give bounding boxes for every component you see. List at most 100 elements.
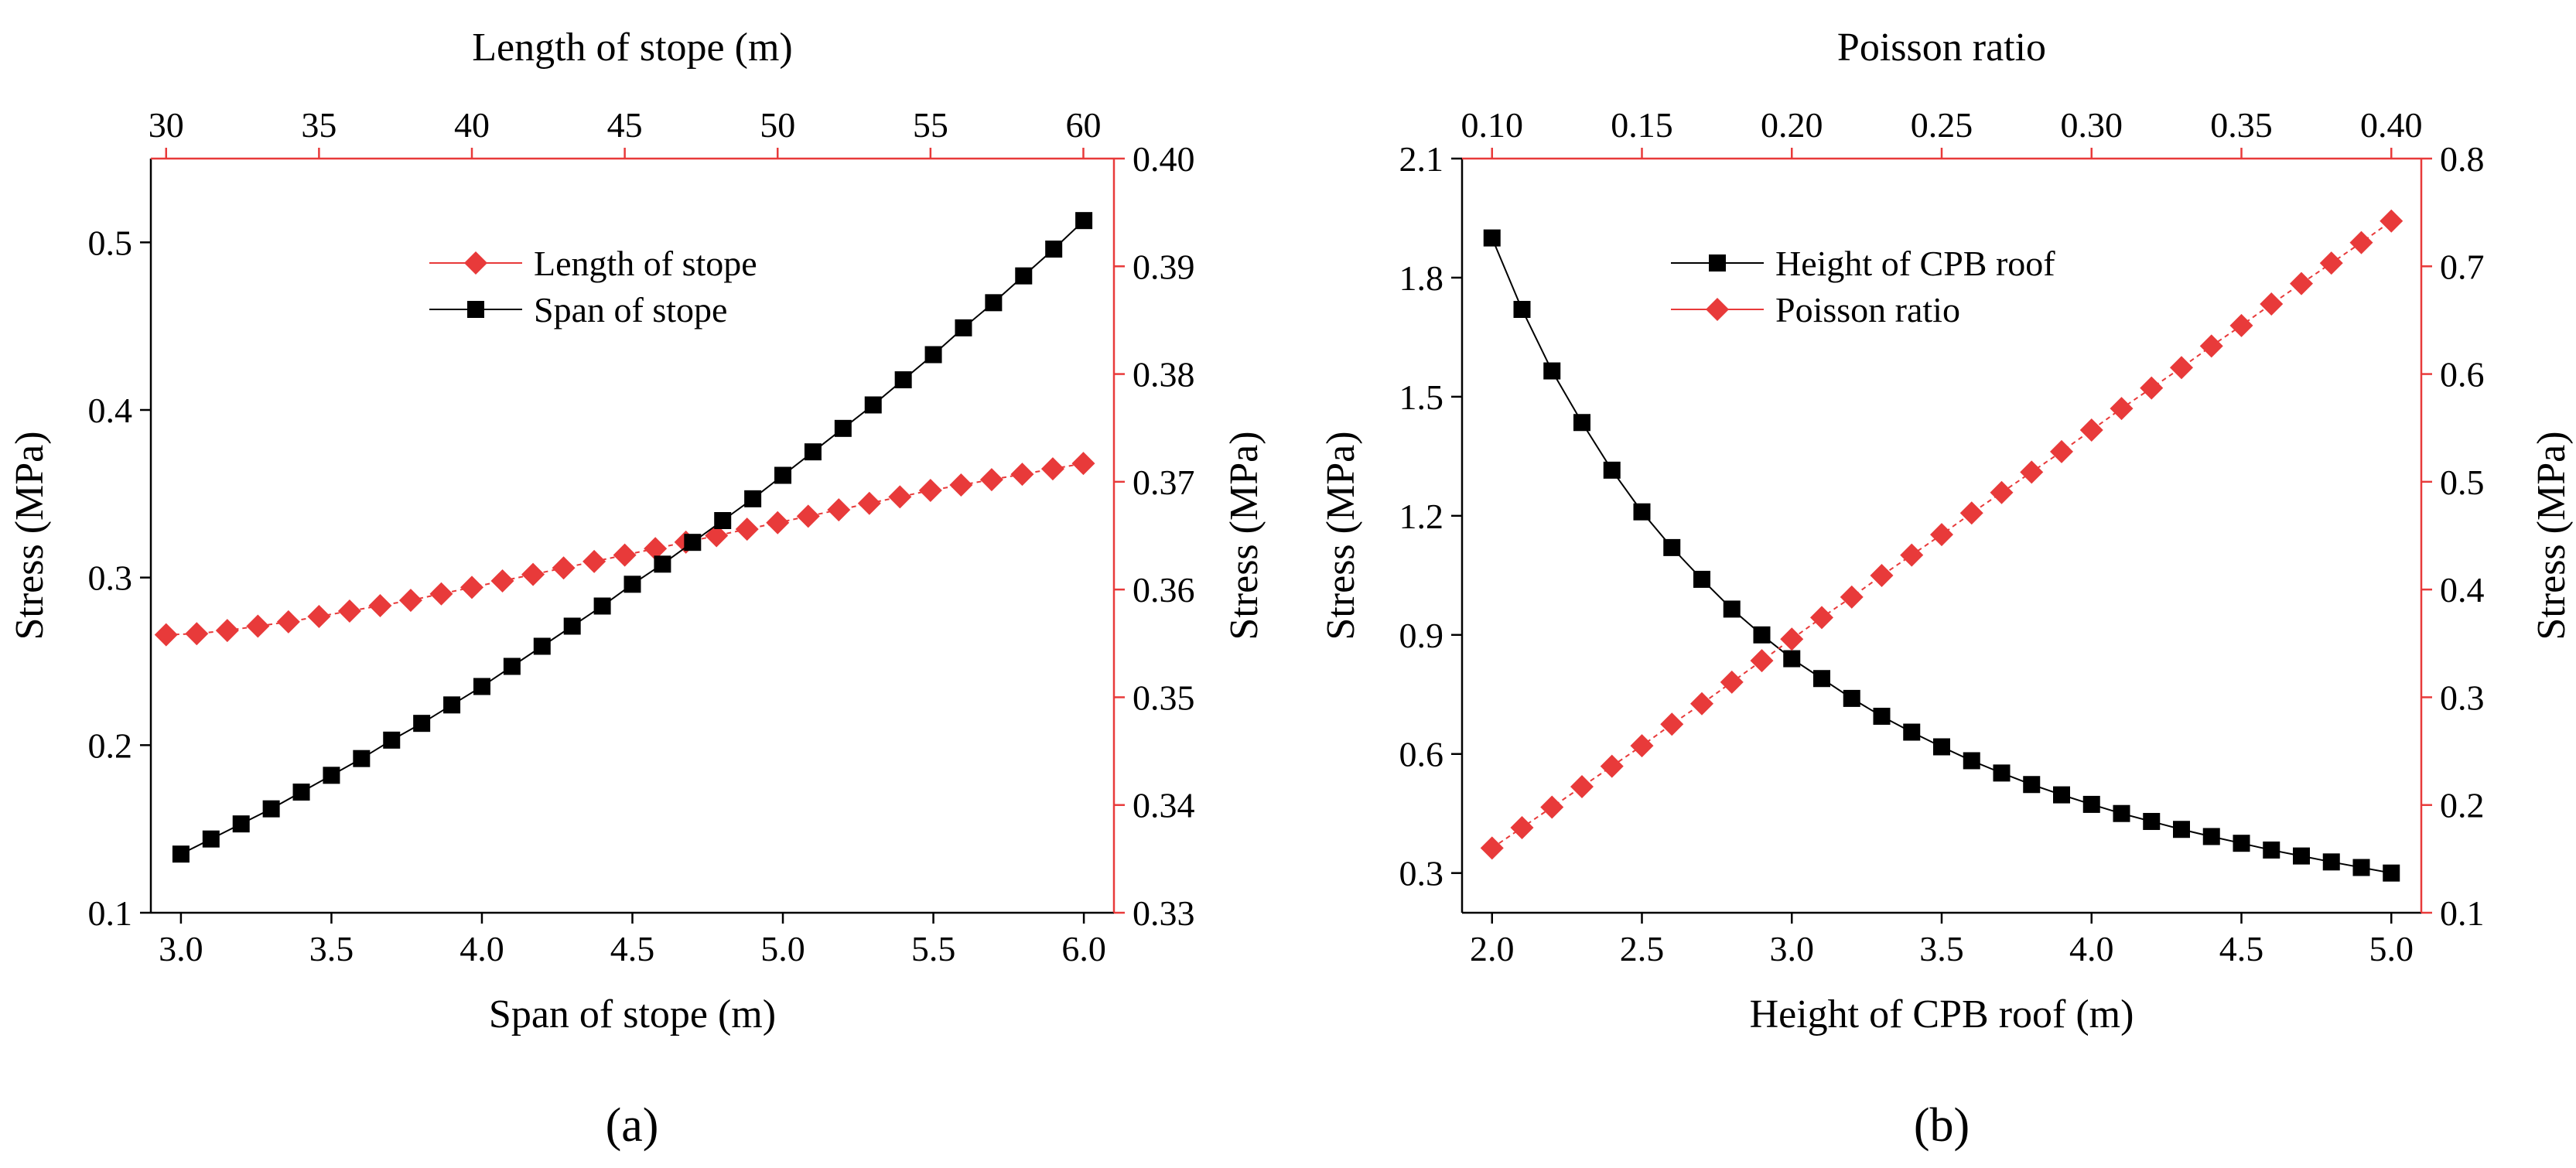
data-point-span-of-stope [714, 512, 732, 529]
data-point-span-of-stope [443, 696, 461, 714]
data-point-poisson-ratio [2020, 460, 2044, 484]
legend-marker-square [467, 301, 484, 318]
data-point-height-of-cpb-roof [1693, 570, 1710, 588]
data-point-height-of-cpb-roof [2263, 841, 2280, 859]
data-point-span-of-stope [353, 750, 371, 767]
data-point-poisson-ratio [2319, 251, 2343, 275]
data-point-length-of-stope [398, 589, 422, 613]
legend-marker-diamond [1706, 298, 1729, 321]
data-point-span-of-stope [1015, 267, 1033, 285]
x-top-tick-label: 0.35 [2210, 105, 2273, 145]
data-point-poisson-ratio [1900, 543, 1924, 567]
y-left-tick-label: 1.5 [1399, 377, 1444, 417]
y-left-tick-label: 0.2 [88, 726, 133, 765]
data-point-span-of-stope [1075, 212, 1093, 230]
data-point-length-of-stope [246, 614, 270, 638]
data-point-span-of-stope [563, 617, 581, 635]
data-point-span-of-stope [985, 294, 1003, 312]
x-bottom-tick-label: 2.5 [1620, 929, 1665, 968]
y-left-tick-label: 0.4 [88, 391, 133, 430]
x-top-tick-label: 0.30 [2061, 105, 2123, 145]
data-point-height-of-cpb-roof [2082, 795, 2100, 813]
legend-marker-diamond [464, 251, 487, 275]
y-left-tick-label: 0.3 [88, 558, 133, 598]
y-right-tick-label: 0.37 [1133, 463, 1195, 502]
data-point-poisson-ratio [2290, 272, 2313, 295]
data-point-length-of-stope [583, 549, 606, 573]
data-point-span-of-stope [232, 815, 250, 833]
data-point-poisson-ratio [2199, 334, 2223, 358]
legend: Length of stope Span of stope [429, 244, 757, 330]
x-top-tick-label: 45 [607, 105, 643, 145]
data-point-length-of-stope [766, 511, 790, 534]
data-point-span-of-stope [924, 346, 942, 364]
data-point-span-of-stope [202, 830, 220, 848]
x-top-tick-label: 0.20 [1761, 105, 1823, 145]
x-bottom-axis-title: Span of stope (m) [489, 992, 776, 1037]
data-point-height-of-cpb-roof [1543, 362, 1561, 380]
x-top-tick-label: 30 [149, 105, 184, 145]
x-bottom-tick-label: 3.5 [309, 929, 354, 968]
data-point-span-of-stope [533, 637, 551, 655]
x-bottom-tick-label: 3.5 [1919, 929, 1964, 968]
x-top-tick-label: 40 [454, 105, 490, 145]
x-top-axis-title: Length of stope (m) [472, 26, 792, 70]
data-point-span-of-stope [323, 767, 340, 784]
data-point-poisson-ratio [1660, 712, 1684, 736]
data-point-span-of-stope [684, 534, 702, 552]
data-point-length-of-stope [521, 562, 545, 586]
data-point-height-of-cpb-roof [1993, 764, 2011, 782]
y-right-axis-title: Stress (MPa) [2530, 431, 2574, 640]
legend-label: Height of CPB roof [1775, 244, 2055, 283]
data-point-span-of-stope [834, 419, 852, 437]
x-bottom-axis-title: Height of CPB roof (m) [1750, 992, 2134, 1037]
data-point-poisson-ratio [2349, 231, 2373, 254]
x-top-axis-title: Poisson ratio [1837, 26, 2046, 70]
data-point-height-of-cpb-roof [1813, 670, 1830, 688]
x-bottom-tick-label: 5.5 [911, 929, 956, 968]
series-line-height-of-cpb-roof [1491, 237, 2392, 874]
x-bottom-tick-label: 4.5 [610, 929, 655, 968]
data-point-span-of-stope [292, 784, 310, 801]
data-point-length-of-stope [949, 473, 973, 497]
data-point-poisson-ratio [2260, 292, 2284, 316]
data-point-length-of-stope [1040, 457, 1064, 481]
x-bottom-tick-label: 3.0 [159, 929, 203, 968]
data-point-length-of-stope [827, 498, 851, 522]
data-point-poisson-ratio [1930, 523, 1953, 547]
x-bottom-tick-label: 4.0 [2069, 929, 2114, 968]
data-point-poisson-ratio [1510, 815, 1534, 839]
data-point-height-of-cpb-roof [2233, 835, 2250, 852]
x-bottom-tick-label: 5.0 [2369, 929, 2414, 968]
y-left-tick-label: 1.2 [1399, 497, 1444, 536]
y-right-tick-label: 0.8 [2440, 139, 2485, 179]
data-point-span-of-stope [744, 490, 762, 507]
data-point-poisson-ratio [1480, 836, 1504, 860]
data-point-span-of-stope [864, 396, 882, 414]
x-top-tick-label: 0.40 [2360, 105, 2423, 145]
chart-panel-a: 3.0 3.5 4.0 4.5 5.0 5.5 6.0 30 35 40 45 50 55 60 0.1 0.… [8, 26, 1266, 1152]
y-left-tick-label: 2.1 [1399, 139, 1444, 179]
data-point-length-of-stope [154, 623, 178, 647]
data-point-height-of-cpb-roof [2113, 804, 2130, 822]
y-left-tick-label: 0.3 [1399, 854, 1444, 893]
data-point-poisson-ratio [1690, 692, 1713, 715]
y-right-tick-label: 0.3 [2440, 678, 2485, 717]
data-point-length-of-stope [307, 604, 331, 628]
data-point-span-of-stope [172, 845, 190, 863]
data-point-poisson-ratio [1750, 649, 1774, 673]
data-point-height-of-cpb-roof [1663, 538, 1681, 556]
data-point-height-of-cpb-roof [1933, 738, 1950, 756]
data-point-height-of-cpb-roof [1723, 600, 1741, 618]
y-left-axis-title: Stress (MPa) [1319, 431, 1363, 640]
panel-label: (a) [606, 1099, 659, 1152]
data-point-poisson-ratio [2050, 439, 2073, 463]
data-point-length-of-stope [979, 468, 1003, 492]
data-point-height-of-cpb-roof [1783, 650, 1801, 668]
data-point-height-of-cpb-roof [1483, 229, 1501, 247]
data-point-poisson-ratio [1630, 734, 1654, 758]
data-point-span-of-stope [894, 371, 912, 388]
data-point-length-of-stope [460, 575, 483, 599]
y-left-tick-label: 0.5 [88, 223, 133, 262]
